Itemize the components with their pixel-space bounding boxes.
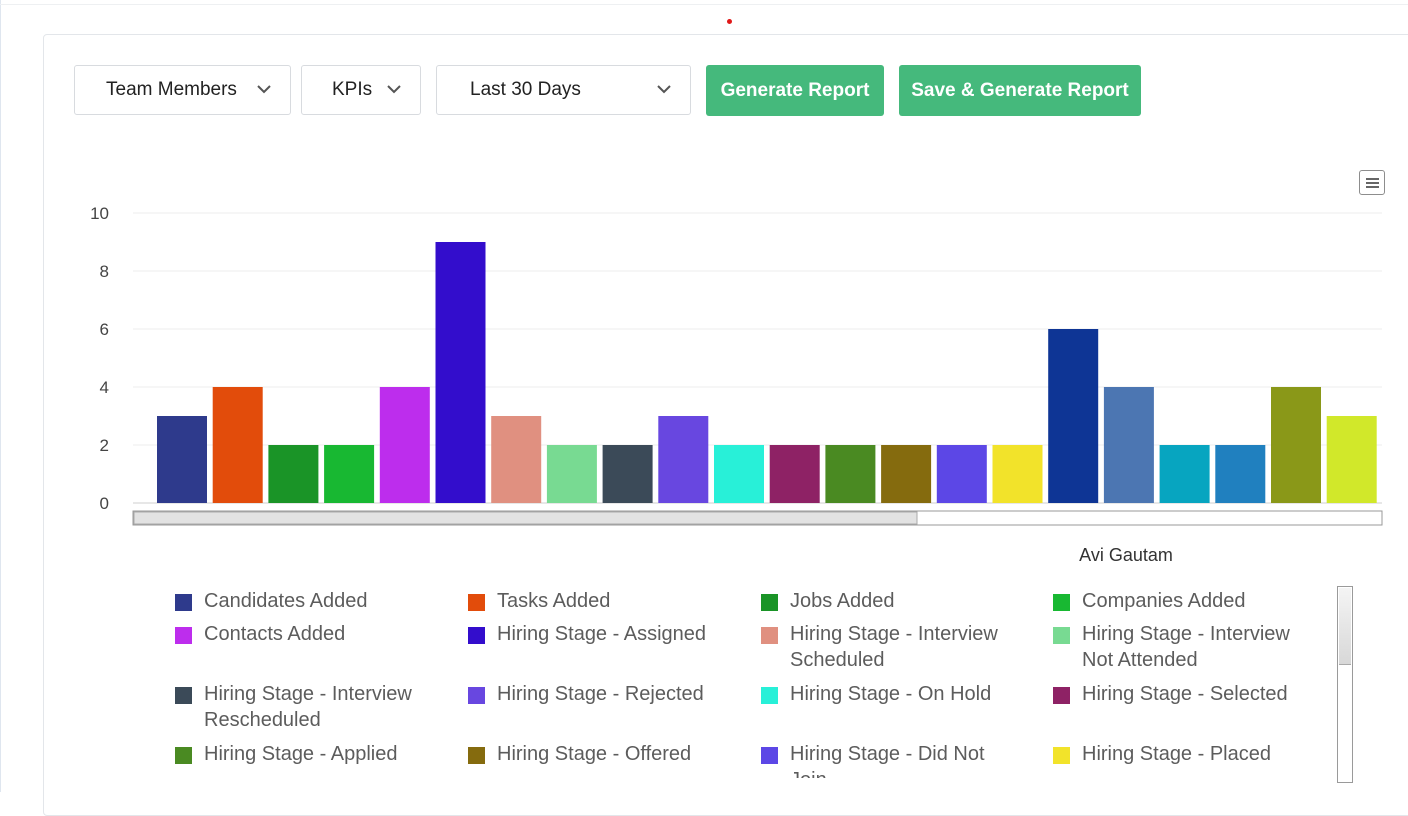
legend-swatch [468, 594, 485, 611]
legend-label: Hiring Stage - On Hold [790, 683, 992, 705]
page-top-border [0, 4, 1408, 5]
legend-label: Candidates Added [204, 590, 368, 612]
y-tick-label: 2 [100, 436, 109, 455]
bar [1271, 387, 1321, 503]
team-members-dropdown[interactable]: Team Members [74, 65, 291, 115]
legend-scrollbar[interactable] [1337, 586, 1353, 783]
legend-swatch [175, 687, 192, 704]
legend-label: Hiring Stage - Placed [1082, 743, 1271, 765]
legend-label: Hiring Stage - Interview Not Attended [1082, 623, 1290, 671]
report-card [43, 34, 1408, 816]
legend-scrollbar-thumb[interactable] [1339, 588, 1351, 665]
legend-swatch [1053, 747, 1070, 764]
legend-label: Hiring Stage - Did Not Join [790, 743, 985, 778]
legend-label: Jobs Added [790, 590, 895, 612]
legend-swatch [468, 687, 485, 704]
bar [324, 445, 375, 503]
bar [1326, 416, 1377, 503]
bar [1215, 445, 1266, 503]
bar [268, 445, 319, 503]
legend-label: Hiring Stage - Assigned [497, 623, 707, 645]
bar [936, 445, 987, 503]
legend-swatch [1053, 627, 1070, 644]
bar [435, 242, 486, 503]
legend-swatch [761, 747, 778, 764]
legend-label: Hiring Stage - Selected [1082, 683, 1288, 705]
bars-group [157, 242, 1408, 503]
page-left-border [0, 0, 1, 792]
legend-swatch [468, 747, 485, 764]
y-tick-label: 4 [100, 378, 109, 397]
chart-menu-icon[interactable] [1359, 170, 1385, 195]
bar [212, 387, 263, 503]
legend-swatch [761, 594, 778, 611]
bar [546, 445, 597, 503]
legend-label: Hiring Stage - Rejected [497, 683, 704, 705]
legend-label: Hiring Stage - Offered [497, 743, 692, 765]
bar [1048, 329, 1099, 503]
legend-swatch [761, 687, 778, 704]
chart-scrollbar-thumb[interactable] [133, 511, 918, 525]
bar [714, 445, 764, 503]
legend-label: Companies Added [1082, 590, 1246, 612]
bar [881, 445, 932, 503]
bar [658, 416, 709, 503]
bar [769, 445, 820, 503]
notification-dot [727, 19, 732, 24]
team-members-label: Team Members [106, 79, 237, 100]
bar [992, 445, 1043, 503]
y-tick-label: 10 [90, 204, 109, 223]
legend-label: Hiring Stage - Interview Scheduled [790, 623, 998, 671]
date-range-label: Last 30 Days [470, 79, 581, 100]
legend-swatch [175, 594, 192, 611]
generate-report-button[interactable]: Generate Report [706, 65, 884, 116]
legend-swatch [1053, 687, 1070, 704]
kpis-dropdown[interactable]: KPIs [301, 65, 421, 115]
y-tick-label: 6 [100, 320, 109, 339]
chevron-down-icon [257, 85, 271, 94]
chevron-down-icon [657, 85, 671, 94]
legend-label: Contacts Added [204, 623, 346, 645]
bar-chart: 0 2 4 6 8 10 Avi Gautam [90, 204, 1408, 565]
kpis-label: KPIs [332, 79, 373, 100]
bar [1159, 445, 1210, 503]
legend-swatch [761, 627, 778, 644]
legend-label: Hiring Stage - Applied [204, 743, 398, 765]
legend-swatch [468, 627, 485, 644]
date-range-dropdown[interactable]: Last 30 Days [436, 65, 691, 115]
y-tick-label: 8 [100, 262, 109, 281]
bar [157, 416, 207, 503]
save-generate-report-button[interactable]: Save & Generate Report [899, 65, 1141, 116]
legend: Candidates Added Tasks Added Jobs Added Com… [150, 582, 1340, 778]
chevron-down-icon [387, 85, 401, 94]
bar [602, 445, 653, 503]
legend-label: Hiring Stage - Interview Rescheduled [204, 683, 412, 731]
bar [825, 445, 876, 503]
bar [1382, 474, 1408, 503]
x-category-label: Avi Gautam [1079, 545, 1173, 565]
bar [1103, 387, 1154, 503]
legend-swatch [175, 747, 192, 764]
bar [491, 416, 542, 503]
legend-label: Tasks Added [497, 590, 611, 612]
legend-swatch [1053, 594, 1070, 611]
bar [379, 387, 430, 503]
y-tick-label: 0 [100, 494, 109, 513]
legend-swatch [175, 627, 192, 644]
